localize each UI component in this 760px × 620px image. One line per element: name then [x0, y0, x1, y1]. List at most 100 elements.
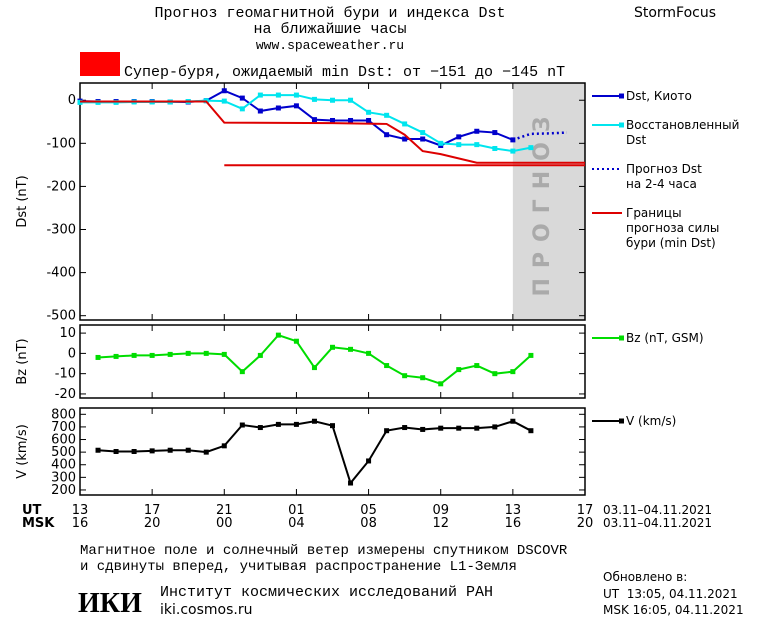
point	[402, 121, 408, 127]
y-tick-label: 600	[51, 433, 76, 448]
point	[167, 447, 173, 453]
legend-label: Границы прогноза силы бури (min Dst)	[626, 206, 720, 250]
point	[185, 350, 191, 356]
legend-marker	[619, 122, 624, 128]
point	[311, 365, 317, 371]
point	[456, 425, 462, 431]
x-tick-label: 09	[432, 503, 449, 518]
point	[293, 103, 299, 109]
x-tick-label: 01	[288, 503, 305, 518]
point	[311, 96, 317, 102]
point	[528, 352, 534, 358]
point	[293, 421, 299, 427]
point	[275, 421, 281, 427]
forecast-region	[512, 83, 585, 320]
legend-label: V (km/s)	[626, 414, 677, 428]
point	[384, 132, 390, 138]
x-tick-label-msk: 16	[505, 516, 522, 531]
point	[185, 447, 191, 453]
ut-label: UT	[22, 503, 42, 518]
point	[221, 88, 227, 94]
point	[257, 425, 263, 431]
x-tick-label-msk: 12	[432, 516, 449, 531]
y-axis-label: Dst (nT)	[15, 175, 30, 227]
point	[330, 97, 335, 103]
point	[384, 428, 390, 434]
point	[330, 117, 335, 123]
point	[348, 346, 354, 352]
point	[366, 458, 372, 464]
storm-level: Супер-буря, ожидаемый min Dst: от −151 д…	[124, 64, 565, 81]
legend-label: Прогноз Dst на 2-4 часа	[626, 162, 702, 191]
point	[348, 480, 354, 486]
storm-swatch	[80, 52, 120, 76]
updated-ut: UT 13:05, 04.11.2021	[603, 587, 738, 601]
point	[95, 447, 101, 453]
point	[275, 105, 281, 111]
y-tick-label: -300	[46, 223, 76, 238]
point	[492, 145, 498, 151]
legend-marker	[619, 93, 624, 99]
y-tick-label: 300	[51, 470, 76, 485]
point	[420, 375, 426, 381]
series-line	[80, 100, 585, 164]
series-line	[512, 131, 568, 142]
point	[456, 134, 462, 140]
point	[239, 95, 245, 101]
point	[131, 352, 137, 358]
plot-frame	[79, 407, 586, 496]
x-tick-label-msk: 20	[577, 516, 594, 531]
title: Прогноз геомагнитной бури и индекса Dst	[154, 5, 505, 22]
point	[221, 98, 227, 104]
institute: Институт космических исследований РАН	[160, 584, 493, 601]
x-tick-label-msk: 04	[288, 516, 305, 531]
url: www.spaceweather.ru	[256, 38, 404, 53]
point	[257, 108, 263, 114]
point	[438, 381, 444, 387]
note: Магнитное поле и солнечный ветер измерен…	[80, 542, 568, 559]
point	[239, 106, 245, 112]
forecast-label: ПРОГНОЗ	[530, 106, 555, 296]
point	[420, 130, 426, 136]
point	[510, 418, 516, 424]
point	[239, 369, 245, 375]
y-tick-label: -100	[46, 136, 76, 151]
point	[113, 353, 119, 359]
legend-marker	[619, 335, 624, 341]
point	[474, 142, 480, 148]
y-tick-label: 0	[68, 93, 76, 108]
subtitle: на ближайшие часы	[253, 21, 406, 38]
legend-label: Dst, Киото	[626, 89, 692, 103]
brand: StormFocus	[634, 5, 716, 21]
point	[275, 92, 281, 98]
point	[348, 117, 354, 123]
point	[275, 332, 281, 338]
series-line	[97, 333, 532, 385]
series-line	[97, 420, 532, 486]
y-tick-label: 200	[51, 483, 76, 498]
msk-range: 03.11–04.11.2021	[603, 516, 712, 530]
point	[257, 92, 263, 98]
logo: ИКИ	[78, 588, 142, 619]
point	[203, 350, 209, 356]
point	[366, 109, 372, 115]
point	[456, 367, 462, 373]
legend-marker	[619, 418, 624, 424]
point	[474, 363, 480, 369]
point	[239, 422, 245, 428]
y-tick-label: 0	[68, 346, 76, 361]
y-tick-label: -10	[55, 367, 76, 382]
point	[95, 354, 101, 360]
point	[438, 425, 444, 431]
point	[348, 97, 354, 103]
point	[330, 344, 335, 350]
x-tick-label: 17	[577, 503, 594, 518]
y-tick-label: 500	[51, 445, 76, 460]
x-tick-label-msk: 08	[360, 516, 377, 531]
point	[420, 426, 426, 432]
point	[456, 142, 462, 148]
point	[492, 424, 498, 430]
updated: Обновлено в:	[603, 570, 687, 584]
point	[149, 352, 155, 358]
point	[113, 449, 119, 454]
